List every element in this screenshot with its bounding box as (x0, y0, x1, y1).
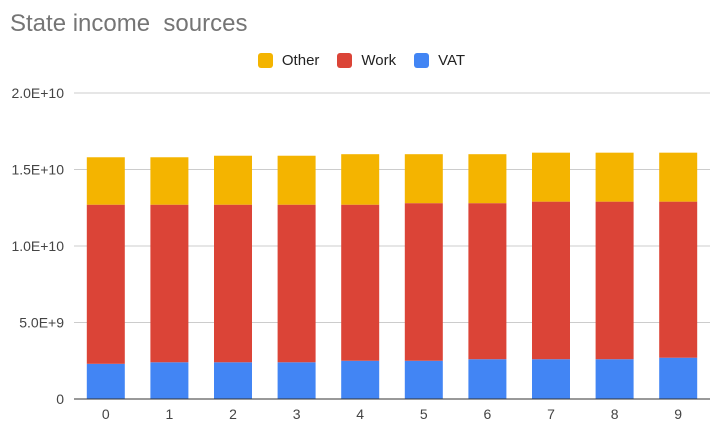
bar-vat-9 (659, 357, 698, 399)
x-tick-label-4: 4 (356, 406, 364, 422)
bar-vat-3 (277, 362, 316, 399)
bar-work-5 (404, 203, 443, 361)
bar-work-9 (659, 201, 698, 358)
legend-swatch-vat (414, 53, 430, 68)
bar-vat-0 (86, 363, 125, 399)
bar-other-1 (150, 157, 189, 205)
y-tick-label-3: 1.5E+10 (11, 162, 64, 178)
x-tick-label-2: 2 (229, 406, 237, 422)
bar-work-7 (532, 201, 570, 360)
legend-swatch-other (257, 53, 273, 68)
legend-item-work: Work (337, 52, 396, 69)
bar-other-8 (595, 152, 634, 202)
y-tick-label-0: 0 (56, 391, 64, 407)
bar-other-0 (86, 157, 125, 205)
bar-vat-4 (341, 360, 380, 399)
y-tick-label-4: 2.0E+10 (11, 85, 64, 101)
bar-vat-5 (404, 360, 443, 399)
bar-other-3 (277, 155, 316, 205)
bar-work-2 (214, 204, 252, 363)
bar-vat-8 (595, 359, 634, 399)
x-tick-label-7: 7 (547, 406, 555, 422)
legend-label-vat: VAT (438, 52, 466, 69)
bar-vat-2 (214, 362, 252, 399)
bar-work-1 (150, 204, 189, 363)
bar-other-2 (214, 155, 252, 205)
bar-work-3 (277, 204, 316, 363)
x-tick-label-3: 3 (293, 406, 301, 422)
bar-other-9 (659, 152, 698, 202)
bar-vat-7 (532, 359, 570, 399)
x-tick-label-1: 1 (166, 406, 174, 422)
legend-label-other: Other (281, 52, 320, 69)
legend-swatch-work (337, 53, 353, 68)
legend-item-other: Other (257, 52, 320, 69)
bar-vat-1 (150, 362, 189, 399)
chart-title: State income sources (10, 10, 248, 37)
x-tick-label-6: 6 (484, 406, 492, 422)
y-tick-label-2: 1.0E+10 (11, 238, 64, 254)
x-tick-label-0: 0 (102, 406, 110, 422)
x-tick-label-5: 5 (420, 406, 428, 422)
bar-other-4 (341, 154, 380, 205)
bar-other-5 (404, 154, 443, 204)
legend-item-vat: VAT (414, 52, 465, 69)
x-tick-label-8: 8 (611, 406, 619, 422)
bar-other-7 (532, 152, 570, 202)
legend: Other Work VAT (0, 52, 723, 69)
bar-work-0 (86, 204, 125, 364)
bar-work-8 (595, 201, 634, 360)
bar-vat-6 (468, 359, 507, 399)
legend-label-work: Work (361, 52, 397, 69)
bar-other-6 (468, 154, 507, 204)
y-tick-label-1: 5.0E+9 (19, 315, 64, 331)
bar-work-6 (468, 203, 507, 360)
x-tick-label-9: 9 (674, 406, 682, 422)
bar-work-4 (341, 204, 380, 361)
